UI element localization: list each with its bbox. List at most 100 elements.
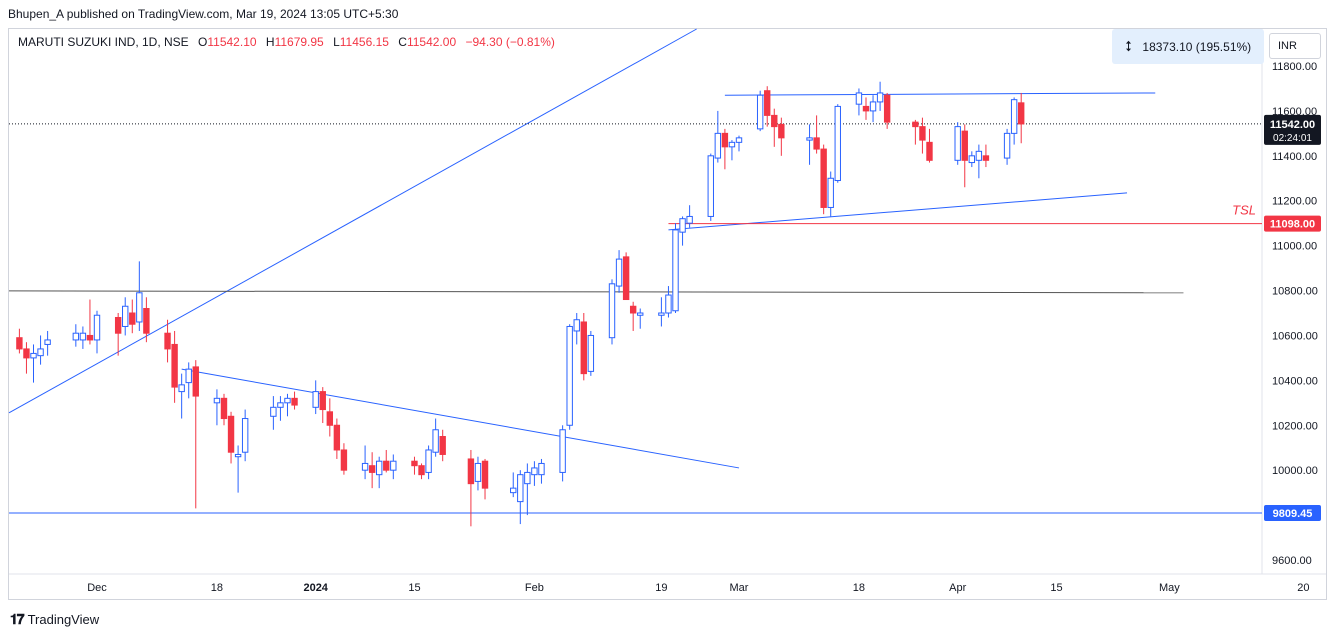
- candle[interactable]: [277, 396, 284, 421]
- candle[interactable]: [122, 297, 129, 336]
- candle[interactable]: [312, 380, 319, 415]
- candle[interactable]: [531, 461, 538, 486]
- candle[interactable]: [227, 411, 235, 464]
- candle[interactable]: [517, 470, 524, 525]
- candle[interactable]: [79, 326, 87, 349]
- candle[interactable]: [566, 324, 573, 430]
- candle[interactable]: [171, 330, 178, 403]
- candle[interactable]: [707, 153, 714, 221]
- candle[interactable]: [806, 124, 813, 165]
- candle[interactable]: [467, 449, 475, 527]
- candle[interactable]: [383, 449, 390, 473]
- candle[interactable]: [234, 445, 242, 493]
- candle[interactable]: [291, 391, 298, 410]
- candle[interactable]: [658, 297, 665, 327]
- candle[interactable]: [418, 463, 425, 480]
- candle[interactable]: [834, 104, 841, 183]
- candle[interactable]: [164, 319, 171, 363]
- candle[interactable]: [220, 393, 228, 426]
- candle[interactable]: [728, 140, 736, 161]
- horizontal-resistance[interactable]: [8, 290, 1184, 294]
- rising-support[interactable]: [668, 192, 1128, 231]
- candle[interactable]: [827, 171, 834, 217]
- candle[interactable]: [340, 443, 348, 475]
- candle[interactable]: [510, 472, 517, 498]
- candle[interactable]: [778, 117, 785, 156]
- falling-trendline[interactable]: [181, 368, 740, 469]
- candle[interactable]: [86, 299, 94, 345]
- top-resistance[interactable]: [724, 92, 1156, 96]
- candle[interactable]: [333, 418, 341, 459]
- candle[interactable]: [559, 425, 566, 482]
- candle[interactable]: [862, 97, 870, 120]
- candle[interactable]: [270, 396, 277, 430]
- candle[interactable]: [820, 144, 827, 215]
- tradingview-logo[interactable]: 𝟏𝟕 TradingView: [10, 611, 99, 628]
- candle[interactable]: [813, 115, 820, 154]
- candle[interactable]: [756, 90, 764, 132]
- candle[interactable]: [326, 398, 334, 437]
- candle[interactable]: [30, 344, 37, 383]
- candle[interactable]: [319, 387, 326, 424]
- candle[interactable]: [975, 144, 983, 179]
- candle[interactable]: [93, 310, 101, 354]
- candle[interactable]: [721, 128, 729, 170]
- candle[interactable]: [432, 418, 439, 457]
- candle[interactable]: [136, 261, 143, 331]
- candle[interactable]: [474, 456, 482, 491]
- candle[interactable]: [714, 110, 722, 163]
- candle[interactable]: [855, 88, 863, 116]
- candle[interactable]: [178, 373, 185, 419]
- candle[interactable]: [129, 299, 136, 334]
- candle[interactable]: [735, 135, 743, 152]
- candle[interactable]: [143, 297, 150, 343]
- candle[interactable]: [629, 301, 637, 331]
- candle[interactable]: [375, 456, 383, 489]
- candle[interactable]: [968, 151, 976, 168]
- candle[interactable]: [425, 445, 432, 480]
- candle[interactable]: [961, 124, 968, 188]
- candle[interactable]: [481, 458, 489, 500]
- candle[interactable]: [926, 128, 933, 163]
- candle[interactable]: [573, 313, 580, 345]
- candle[interactable]: [23, 342, 30, 374]
- currency-button[interactable]: INR: [1269, 33, 1321, 59]
- candle[interactable]: [622, 252, 630, 301]
- candle[interactable]: [368, 452, 376, 489]
- candle[interactable]: [37, 335, 44, 365]
- candle[interactable]: [284, 393, 291, 417]
- candle[interactable]: [587, 330, 595, 376]
- candle[interactable]: [439, 429, 446, 462]
- candle[interactable]: [411, 456, 418, 475]
- candle[interactable]: [44, 330, 51, 356]
- candle[interactable]: [764, 86, 771, 127]
- candle[interactable]: [771, 108, 778, 147]
- candle[interactable]: [608, 279, 616, 345]
- candle[interactable]: [213, 389, 221, 426]
- candle[interactable]: [637, 308, 644, 329]
- candle[interactable]: [114, 313, 122, 356]
- candle[interactable]: [16, 328, 23, 354]
- candle[interactable]: [912, 119, 919, 145]
- candle[interactable]: [883, 92, 891, 129]
- candle[interactable]: [185, 362, 192, 399]
- candle[interactable]: [390, 454, 397, 480]
- candle[interactable]: [919, 117, 926, 154]
- candle[interactable]: [524, 463, 531, 516]
- candle[interactable]: [538, 458, 545, 484]
- candle[interactable]: [72, 324, 80, 347]
- candle[interactable]: [241, 409, 249, 462]
- candle[interactable]: [672, 223, 679, 313]
- candle[interactable]: [982, 144, 990, 168]
- candle[interactable]: [665, 286, 672, 318]
- candle[interactable]: [361, 445, 369, 480]
- candle[interactable]: [876, 81, 884, 111]
- candle[interactable]: [615, 250, 623, 293]
- candle[interactable]: [580, 313, 587, 381]
- candle[interactable]: [1003, 128, 1011, 165]
- candle[interactable]: [869, 95, 877, 123]
- candle[interactable]: [192, 360, 199, 509]
- candle[interactable]: [679, 216, 686, 246]
- candle[interactable]: [1017, 92, 1025, 144]
